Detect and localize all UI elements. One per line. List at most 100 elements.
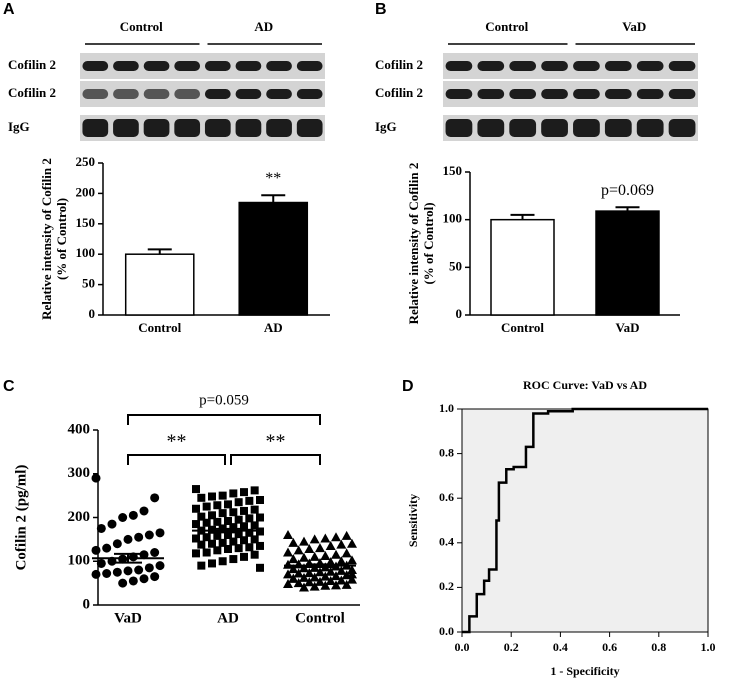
blot-band — [604, 89, 632, 99]
point — [144, 563, 154, 573]
point — [315, 576, 325, 586]
blot-band — [445, 61, 473, 71]
point — [288, 537, 299, 547]
blot-band — [636, 61, 664, 71]
point — [283, 530, 293, 539]
blot-band — [266, 119, 292, 137]
blot-row-label: IgG — [375, 119, 397, 134]
blot-band — [636, 119, 664, 137]
point — [234, 544, 243, 553]
point — [283, 569, 293, 579]
y-tick-label: 0.8 — [439, 445, 454, 459]
blot-band — [174, 119, 201, 137]
blot-band — [235, 61, 262, 71]
point — [208, 511, 216, 520]
blot-band — [204, 61, 231, 71]
point — [320, 571, 331, 581]
x-tick-label: 0.2 — [504, 640, 519, 654]
point — [245, 543, 254, 552]
point — [336, 556, 347, 566]
point — [299, 582, 309, 592]
point — [208, 539, 216, 548]
blot-band — [82, 89, 109, 99]
point — [218, 491, 227, 500]
blot-band — [668, 61, 696, 71]
point — [309, 572, 320, 582]
point — [347, 538, 357, 548]
point — [293, 568, 304, 578]
point — [213, 546, 222, 555]
point — [96, 523, 106, 533]
point — [283, 547, 293, 557]
point — [91, 545, 101, 555]
y-tick-label: 200 — [76, 184, 96, 199]
panel-label: C — [3, 378, 15, 395]
blot-band — [113, 61, 139, 71]
point — [224, 545, 232, 553]
roc-line — [462, 407, 708, 634]
point — [341, 579, 352, 589]
point — [250, 521, 259, 530]
y-tick-label: 1.0 — [439, 401, 454, 415]
point — [256, 563, 264, 572]
point — [240, 488, 248, 497]
point — [256, 541, 264, 550]
point — [192, 504, 200, 513]
point — [325, 566, 336, 576]
point — [150, 572, 160, 582]
x-tick-label: 0.6 — [602, 640, 617, 654]
point — [256, 496, 264, 504]
blot-band — [668, 89, 696, 99]
blot-band — [604, 61, 632, 71]
x-tick-label: Control — [138, 320, 181, 335]
point — [102, 543, 112, 553]
point — [155, 528, 165, 538]
point — [250, 550, 259, 559]
point — [107, 519, 117, 529]
point — [240, 522, 248, 531]
point — [309, 534, 320, 544]
point — [91, 569, 101, 579]
point — [320, 533, 331, 543]
y-tick-label: 100 — [68, 553, 91, 569]
point — [336, 575, 347, 585]
point — [202, 548, 211, 557]
point — [197, 540, 206, 549]
y-tick-label: 0 — [83, 596, 91, 612]
point — [229, 508, 238, 517]
point — [315, 543, 325, 553]
blot-band — [604, 119, 632, 137]
point — [197, 561, 206, 570]
bracket — [127, 454, 226, 465]
blot-row-label: Cofilin 2 — [8, 57, 56, 72]
blot-band — [266, 61, 292, 71]
point — [245, 514, 254, 523]
point — [229, 537, 238, 546]
point — [304, 577, 315, 587]
point — [293, 545, 304, 555]
point — [325, 540, 336, 550]
y-tick-label: 100 — [76, 245, 96, 260]
point — [256, 513, 264, 522]
point — [144, 530, 154, 540]
point — [91, 473, 101, 483]
panel-label: D — [402, 378, 414, 395]
point — [192, 549, 200, 558]
x-tick-label: AD — [217, 610, 239, 626]
point — [336, 565, 347, 575]
blot-row-label: IgG — [8, 119, 30, 134]
point — [139, 574, 149, 584]
x-tick-label: VaD — [615, 320, 639, 335]
point — [245, 496, 254, 505]
point — [229, 523, 238, 532]
blot-row-label: Cofilin 2 — [8, 85, 56, 100]
point — [128, 510, 138, 520]
point — [250, 486, 259, 495]
point — [341, 530, 352, 540]
annotation: p=0.059 — [199, 392, 249, 408]
blot-band — [204, 119, 231, 137]
x-tick-label: Control — [501, 320, 544, 335]
y-tick-label: 50 — [82, 276, 95, 291]
point — [134, 565, 144, 575]
